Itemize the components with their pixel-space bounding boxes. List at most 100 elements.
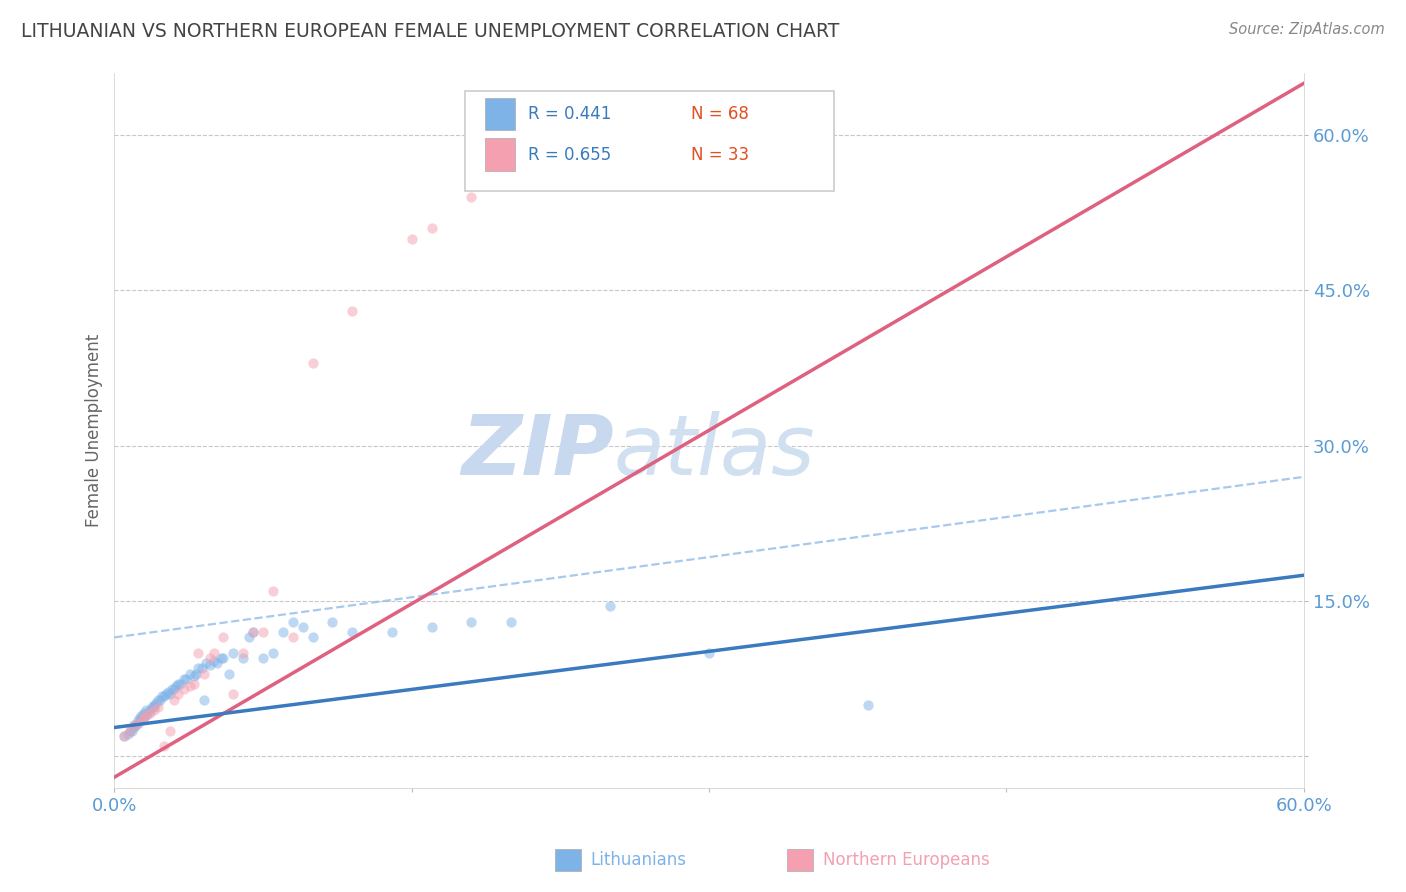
- Point: [262, 646, 284, 660]
- Point: [211, 651, 233, 665]
- Point: [193, 666, 215, 681]
- Point: [120, 723, 142, 738]
- Point: [381, 625, 404, 640]
- Point: [166, 677, 188, 691]
- Point: [187, 661, 209, 675]
- Point: [131, 713, 153, 727]
- Point: [212, 651, 235, 665]
- Point: [183, 668, 205, 682]
- Point: [134, 710, 156, 724]
- Text: Northern Europeans: Northern Europeans: [823, 851, 990, 869]
- Point: [129, 710, 152, 724]
- Text: R = 0.655: R = 0.655: [529, 145, 612, 163]
- Text: atlas: atlas: [614, 411, 815, 492]
- Point: [136, 706, 159, 720]
- Point: [169, 677, 191, 691]
- Point: [281, 631, 304, 645]
- Point: [193, 692, 215, 706]
- Point: [856, 698, 879, 712]
- Point: [460, 615, 482, 629]
- Point: [112, 729, 135, 743]
- Point: [184, 666, 207, 681]
- Point: [160, 682, 183, 697]
- Text: N = 33: N = 33: [692, 145, 749, 163]
- Point: [166, 687, 188, 701]
- Point: [342, 625, 364, 640]
- Point: [222, 687, 245, 701]
- Point: [187, 646, 209, 660]
- Point: [202, 646, 225, 660]
- Point: [218, 666, 240, 681]
- Point: [173, 672, 195, 686]
- Point: [194, 657, 217, 671]
- Point: [174, 672, 197, 686]
- Point: [134, 710, 156, 724]
- Point: [321, 615, 343, 629]
- Point: [146, 699, 169, 714]
- Point: [238, 631, 260, 645]
- Point: [271, 625, 294, 640]
- Point: [139, 706, 162, 720]
- Point: [122, 718, 145, 732]
- Point: [232, 646, 254, 660]
- Point: [127, 716, 149, 731]
- Point: [159, 723, 181, 738]
- Point: [165, 679, 187, 693]
- Point: [153, 690, 176, 704]
- Point: [163, 692, 186, 706]
- Point: [232, 651, 254, 665]
- Point: [143, 699, 166, 714]
- FancyBboxPatch shape: [465, 91, 834, 191]
- Point: [120, 723, 142, 738]
- Point: [179, 679, 201, 693]
- Point: [198, 658, 221, 673]
- Point: [134, 706, 156, 720]
- Point: [129, 713, 152, 727]
- Point: [149, 692, 172, 706]
- Point: [135, 703, 157, 717]
- Text: R = 0.441: R = 0.441: [529, 104, 612, 122]
- Point: [121, 723, 143, 738]
- Point: [135, 708, 157, 723]
- Point: [117, 727, 139, 741]
- Y-axis label: Female Unemployment: Female Unemployment: [86, 334, 103, 527]
- Point: [222, 646, 245, 660]
- Point: [173, 682, 195, 697]
- Point: [242, 625, 264, 640]
- Point: [301, 356, 323, 370]
- Point: [146, 692, 169, 706]
- Point: [207, 657, 229, 671]
- Point: [150, 690, 173, 704]
- Point: [420, 221, 443, 235]
- Text: ZIP: ZIP: [461, 411, 614, 492]
- Point: [135, 708, 157, 723]
- Point: [242, 625, 264, 640]
- Point: [342, 304, 364, 318]
- Point: [190, 661, 212, 675]
- Point: [156, 685, 179, 699]
- Point: [281, 615, 304, 629]
- Text: N = 68: N = 68: [692, 104, 749, 122]
- Point: [127, 713, 149, 727]
- Point: [125, 718, 148, 732]
- Text: Source: ZipAtlas.com: Source: ZipAtlas.com: [1229, 22, 1385, 37]
- Point: [420, 620, 443, 634]
- Point: [143, 698, 166, 712]
- Text: LITHUANIAN VS NORTHERN EUROPEAN FEMALE UNEMPLOYMENT CORRELATION CHART: LITHUANIAN VS NORTHERN EUROPEAN FEMALE U…: [21, 22, 839, 41]
- Point: [252, 625, 274, 640]
- Point: [122, 721, 145, 735]
- Point: [262, 583, 284, 598]
- Point: [153, 739, 176, 753]
- Point: [131, 708, 153, 723]
- Point: [112, 729, 135, 743]
- Point: [183, 677, 205, 691]
- Point: [599, 599, 621, 614]
- FancyBboxPatch shape: [485, 138, 515, 170]
- Point: [155, 687, 177, 701]
- Point: [202, 654, 225, 668]
- Point: [179, 666, 201, 681]
- Point: [159, 687, 181, 701]
- Point: [127, 716, 149, 731]
- Text: Lithuanians: Lithuanians: [591, 851, 686, 869]
- Point: [122, 718, 145, 732]
